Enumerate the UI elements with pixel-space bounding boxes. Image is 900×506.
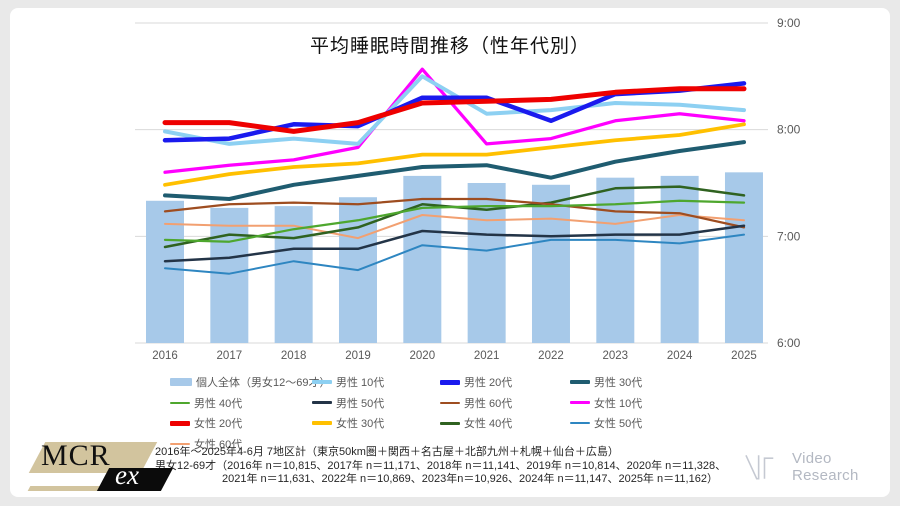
legend-swatch [570, 422, 590, 425]
legend-item: 男性 50代 [312, 395, 440, 411]
legend-item: 女性 20代 [170, 415, 312, 431]
legend-swatch [440, 421, 460, 425]
legend-item: 男性 60代 [440, 395, 570, 411]
video-research-logo-text: Video Research [792, 450, 859, 484]
legend-swatch [170, 420, 190, 426]
legend-label: 個人全体（男女12～69才） [196, 377, 331, 390]
legend-label: 男性 40代 [194, 397, 243, 410]
legend-label: 女性 40代 [464, 418, 513, 431]
legend-item: 男性 40代 [170, 395, 312, 411]
survey-note-line1: 2016年～2025年4-6月 7地区計（東京50km圏＋関西＋名古屋＋北部九州… [155, 446, 619, 458]
survey-note: 2016年～2025年4-6月 7地区計（東京50km圏＋関西＋名古屋＋北部九州… [155, 446, 726, 487]
legend-label: 女性 30代 [336, 418, 385, 431]
mcr-logo-text: MCR [41, 439, 111, 472]
legend-label: 女性 10代 [594, 397, 643, 410]
legend-label: 女性 50代 [594, 418, 643, 431]
legend-label: 男性 10代 [336, 377, 385, 390]
legend-label: 女性 20代 [194, 418, 243, 431]
legend-item: 男性 30代 [570, 374, 710, 390]
mcr-logo-ex-text: ex [115, 460, 139, 490]
legend-label: 男性 30代 [594, 377, 643, 390]
mcr-ex-logo: MCR ex [25, 438, 175, 494]
legend-swatch [312, 401, 332, 405]
legend-swatch [170, 401, 190, 404]
legend-swatch [440, 401, 460, 404]
legend-label: 女性 60代 [194, 438, 243, 451]
legend-item: 女性 40代 [440, 415, 570, 431]
legend-swatch [170, 442, 190, 445]
legend-item: 男性 20代 [440, 374, 570, 390]
legend-swatch [570, 380, 590, 385]
survey-note-line2: 男女12-69才（2016年 n＝10,815、2017年 n＝11,171、2… [155, 459, 727, 472]
legend-item: 個人全体（男女12～69才） [170, 374, 330, 390]
legend-item: 女性 50代 [570, 415, 710, 431]
chart-title: 平均睡眠時間推移（性年代別） [309, 36, 590, 57]
legend-item: 女性 10代 [570, 395, 710, 411]
legend-item: 女性 30代 [312, 415, 440, 431]
legend-label: 男性 20代 [464, 377, 513, 390]
legend-swatch [570, 401, 590, 405]
video-research-mark-icon [745, 454, 774, 480]
survey-note-line3: 2021年 n＝11,631、2022年 n＝10,869、2023年n＝10,… [222, 473, 718, 485]
chart-legend: 個人全体（男女12～69才） 男性 10代 男性 20代 男性 30代男性 40代 男性… [170, 372, 710, 454]
legend-label: 男性 50代 [336, 397, 385, 410]
legend-swatch [440, 379, 460, 385]
legend-item: 女性 60代 [170, 436, 312, 452]
legend-swatch [312, 421, 332, 426]
legend-item: 男性 10代 [312, 374, 440, 390]
legend-swatch [170, 378, 192, 387]
video-research-logo: Video Research [744, 450, 900, 484]
legend-label: 男性 60代 [464, 397, 513, 410]
legend-swatch [312, 380, 332, 385]
